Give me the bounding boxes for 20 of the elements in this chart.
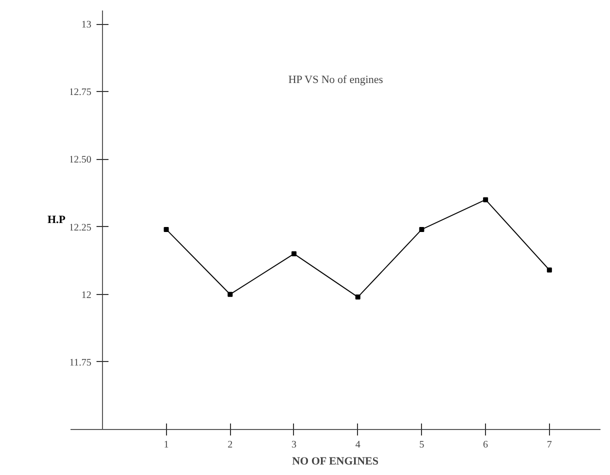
point	[355, 294, 360, 300]
x-axis-title: NO OF ENGINES	[292, 456, 378, 468]
x-tick-label: 5	[419, 440, 424, 450]
point	[291, 251, 296, 256]
y-tick-label: 12	[81, 290, 92, 301]
point	[419, 226, 424, 232]
x-tick-label: 1	[164, 440, 169, 450]
point	[546, 268, 552, 273]
y-axis-title: H.P	[47, 214, 66, 226]
point	[164, 226, 169, 232]
x-tick-label: 4	[355, 440, 360, 450]
point	[228, 292, 233, 297]
x-tick-label: 3	[291, 440, 296, 450]
point	[483, 197, 488, 202]
y-tick-label: 13	[81, 20, 92, 31]
y-tick-label: 11.75	[69, 357, 92, 368]
x-tick-label: 2	[228, 440, 233, 450]
x-tick-label: 6	[483, 440, 488, 450]
x-tick-label: 7	[546, 440, 552, 450]
text: HP VS No of engines	[288, 74, 384, 86]
